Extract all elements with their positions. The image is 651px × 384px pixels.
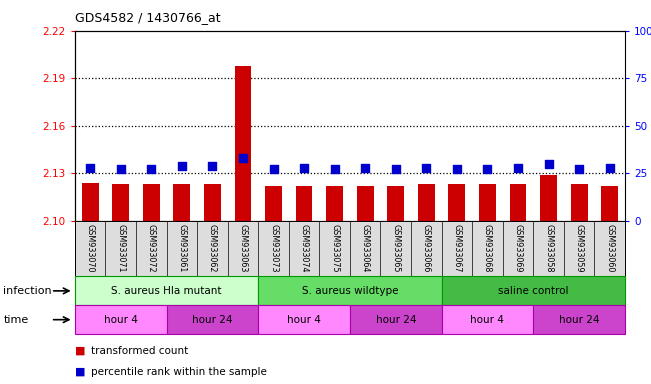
Text: GSM933074: GSM933074 [299,223,309,272]
Bar [265,186,282,221]
Point [238,155,248,161]
Text: GSM933061: GSM933061 [177,223,186,272]
Point [391,166,401,172]
Bar [75,305,167,334]
Text: GSM933075: GSM933075 [330,223,339,272]
Text: GSM933062: GSM933062 [208,223,217,272]
Bar [479,184,496,221]
Text: hour 4: hour 4 [104,314,137,325]
Point [176,162,187,169]
Bar [350,305,441,334]
Bar [533,305,625,334]
Text: percentile rank within the sample: percentile rank within the sample [91,367,267,377]
Point [207,162,217,169]
Text: GSM933067: GSM933067 [452,223,462,272]
Point [360,164,370,170]
Point [146,166,156,172]
Bar [418,184,435,221]
Text: GSM933064: GSM933064 [361,223,370,272]
Bar [143,184,159,221]
Text: GSM933068: GSM933068 [483,223,492,272]
Bar [204,184,221,221]
Point [513,164,523,170]
Point [544,161,554,167]
Bar [510,184,527,221]
Text: GSM933073: GSM933073 [269,223,278,272]
Text: hour 24: hour 24 [559,314,600,325]
Bar [234,66,251,221]
Text: GSM933058: GSM933058 [544,223,553,272]
Bar [571,184,587,221]
Text: ■: ■ [75,367,85,377]
Text: GSM933070: GSM933070 [86,223,94,272]
Bar [326,186,343,221]
Text: time: time [3,314,29,325]
Text: GSM933060: GSM933060 [605,223,614,272]
Text: GSM933069: GSM933069 [514,223,523,272]
Text: infection: infection [3,286,52,296]
Text: GSM933059: GSM933059 [575,223,583,272]
Bar [113,184,129,221]
Text: GSM933063: GSM933063 [238,223,247,272]
Point [268,166,279,172]
Bar [540,175,557,221]
Text: hour 24: hour 24 [376,314,416,325]
Text: GSM933065: GSM933065 [391,223,400,272]
Point [115,166,126,172]
Text: ■: ■ [75,346,85,356]
Bar [167,305,258,334]
Point [85,164,95,170]
Text: transformed count: transformed count [91,346,188,356]
Point [605,164,615,170]
Text: GSM933066: GSM933066 [422,223,431,272]
Text: saline control: saline control [498,286,568,296]
Bar [441,276,625,305]
Point [482,166,493,172]
Bar [357,186,374,221]
Bar [82,183,98,221]
Bar [258,305,350,334]
Text: hour 4: hour 4 [287,314,321,325]
Text: GSM933071: GSM933071 [117,223,125,272]
Text: hour 24: hour 24 [192,314,232,325]
Text: GDS4582 / 1430766_at: GDS4582 / 1430766_at [75,12,221,25]
Bar [258,276,441,305]
Bar [173,184,190,221]
Bar [296,186,312,221]
Bar [387,186,404,221]
Bar [75,276,258,305]
Point [574,166,585,172]
Point [452,166,462,172]
Bar [602,186,618,221]
Bar [441,305,533,334]
Text: GSM933072: GSM933072 [146,223,156,272]
Point [421,164,432,170]
Text: S. aureus Hla mutant: S. aureus Hla mutant [111,286,222,296]
Text: hour 4: hour 4 [471,314,505,325]
Point [329,166,340,172]
Point [299,164,309,170]
Bar [449,184,465,221]
Text: S. aureus wildtype: S. aureus wildtype [301,286,398,296]
